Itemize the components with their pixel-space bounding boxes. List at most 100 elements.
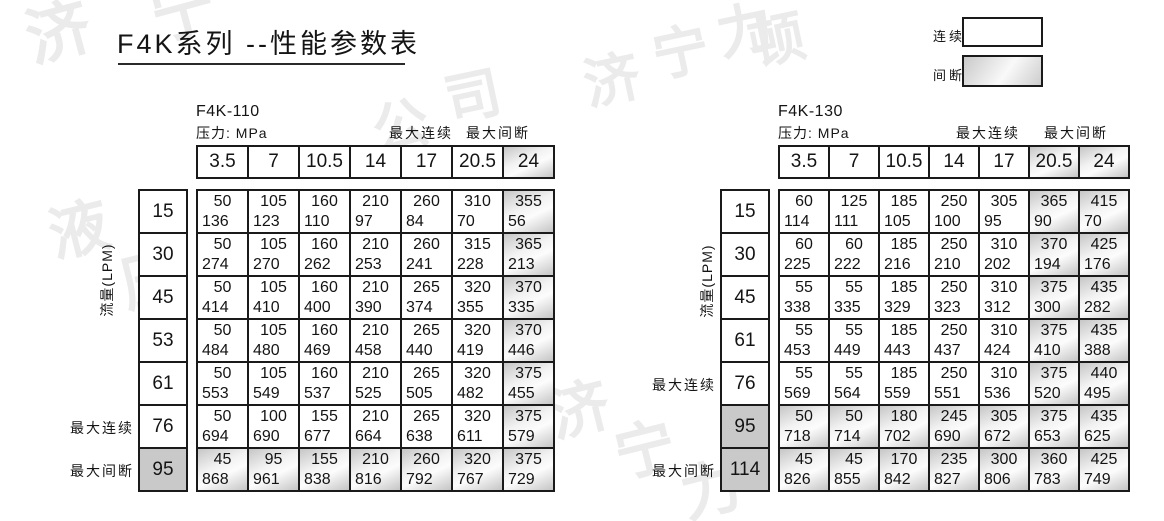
flow-value: 185 <box>890 236 918 253</box>
data-cell: 50 136 <box>197 190 248 233</box>
flow-value: 320 <box>464 322 491 339</box>
flow-value: 370 <box>515 279 542 296</box>
table2-max-intermittent-side-label: 最大间断 <box>652 463 716 479</box>
data-cell: 55 453 <box>779 319 829 362</box>
pressure-drop-value: 374 <box>406 299 433 316</box>
pressure-drop-value: 338 <box>784 299 811 316</box>
flow-value: 55 <box>845 279 863 296</box>
table1-flow-column: 15 30 45 53 61 76 95 <box>138 189 188 492</box>
data-cell: 370 446 <box>503 319 554 362</box>
data-cell: 210 390 <box>350 276 401 319</box>
data-cell: 160 469 <box>299 319 350 362</box>
pressure-drop-value: 90 <box>1034 213 1052 230</box>
data-cell: 250 437 <box>929 319 979 362</box>
pressure-drop-value: 97 <box>355 213 373 230</box>
flow-value: 105 <box>260 322 287 339</box>
data-cell: 210 525 <box>350 362 401 405</box>
pressure-drop-value: 282 <box>1084 299 1111 316</box>
data-cell: 45 826 <box>779 448 829 491</box>
pressure-drop-value: 482 <box>457 385 484 402</box>
data-cell: 235 827 <box>929 448 979 491</box>
flow-value: 305 <box>990 408 1018 425</box>
pressure-drop-value: 216 <box>884 256 911 273</box>
flow-value: 375 <box>515 365 542 382</box>
data-cell: 310 70 <box>452 190 503 233</box>
pressure-drop-value: 549 <box>253 385 280 402</box>
pressure-drop-value: 390 <box>355 299 382 316</box>
flow-value: 235 <box>940 451 968 468</box>
flow-value: 180 <box>890 408 918 425</box>
pressure-drop-value: 694 <box>202 428 229 445</box>
pressure-drop-value: 816 <box>355 471 382 488</box>
flow-value: 210 <box>362 365 389 382</box>
data-cell: 320 419 <box>452 319 503 362</box>
flow-value: 155 <box>311 408 338 425</box>
watermark-glyph: 力 <box>710 0 780 70</box>
flow-value: 210 <box>362 451 389 468</box>
pressure-drop-value: 749 <box>1084 471 1111 488</box>
pressure-drop-value: 56 <box>508 213 526 230</box>
data-cell: 435 625 <box>1079 405 1129 448</box>
table2-max-continuous-header-label: 最大连续 <box>956 125 1020 141</box>
table2-max-continuous-side-label: 最大连续 <box>652 377 716 393</box>
flow-value: 265 <box>413 279 440 296</box>
pressure-drop-value: 84 <box>406 213 424 230</box>
flow-value: 265 <box>413 365 440 382</box>
flow-value: 250 <box>940 279 968 296</box>
data-cell: 55 335 <box>829 276 879 319</box>
flow-value: 160 <box>311 322 338 339</box>
flow-value: 95 <box>264 451 283 468</box>
pressure-header-cell: 14 <box>929 146 979 178</box>
pressure-drop-value: 210 <box>934 256 961 273</box>
flow-value: 250 <box>940 193 968 210</box>
data-cell: 250 100 <box>929 190 979 233</box>
flow-value: 160 <box>311 279 338 296</box>
table1-title: F4K-110 <box>196 103 260 120</box>
flow-header-cell: 30 <box>139 233 187 276</box>
table2-data-grid: 60 114 125 111 185 105 250 100 305 95 365 90 415 70 60… <box>778 189 1130 492</box>
data-cell: 50 484 <box>197 319 248 362</box>
watermark-glyph: 济 <box>577 42 647 120</box>
pressure-drop-value: 136 <box>202 213 229 230</box>
table1-max-intermittent-header-label: 最大间断 <box>466 125 530 141</box>
data-cell: 55 338 <box>779 276 829 319</box>
data-cell: 160 537 <box>299 362 350 405</box>
data-cell: 265 374 <box>401 276 452 319</box>
data-cell: 265 638 <box>401 405 452 448</box>
pressure-drop-value: 525 <box>355 385 382 402</box>
flow-value: 105 <box>260 193 287 210</box>
data-cell: 365 90 <box>1029 190 1079 233</box>
data-cell: 160 400 <box>299 276 350 319</box>
pressure-header-cell: 10.5 <box>879 146 929 178</box>
data-cell: 185 105 <box>879 190 929 233</box>
flow-value: 375 <box>515 451 542 468</box>
pressure-drop-value: 653 <box>1034 428 1061 445</box>
data-cell: 260 84 <box>401 190 452 233</box>
pressure-drop-value: 458 <box>355 342 382 359</box>
pressure-drop-value: 520 <box>1034 385 1061 402</box>
flow-value: 185 <box>890 193 918 210</box>
flow-header-cell: 45 <box>721 276 769 319</box>
table2-title: F4K-130 <box>778 103 843 120</box>
data-cell: 210 253 <box>350 233 401 276</box>
pressure-drop-value: 213 <box>508 256 535 273</box>
flow-value: 60 <box>845 236 863 253</box>
flow-value: 210 <box>362 408 389 425</box>
table2-pressure-header-row: 3.5 7 10.5 14 17 20.5 24 <box>778 145 1130 179</box>
flow-value: 435 <box>1090 279 1118 296</box>
flow-value: 265 <box>413 322 440 339</box>
pressure-drop-value: 767 <box>457 471 484 488</box>
flow-header-cell: 95 <box>139 448 187 491</box>
flow-value: 260 <box>413 236 440 253</box>
data-cell: 320 611 <box>452 405 503 448</box>
pressure-drop-value: 323 <box>934 299 961 316</box>
pressure-drop-value: 446 <box>508 342 535 359</box>
flow-value: 435 <box>1090 322 1118 339</box>
data-cell: 375 729 <box>503 448 554 491</box>
flow-value: 310 <box>464 193 491 210</box>
table1-data-grid: 50 136 105 123 160 110 210 97 260 84 310 70 355 56 50 2… <box>196 189 555 492</box>
pressure-drop-value: 480 <box>253 342 280 359</box>
title-underline <box>118 63 405 65</box>
data-cell: 370 335 <box>503 276 554 319</box>
flow-value: 160 <box>311 365 338 382</box>
